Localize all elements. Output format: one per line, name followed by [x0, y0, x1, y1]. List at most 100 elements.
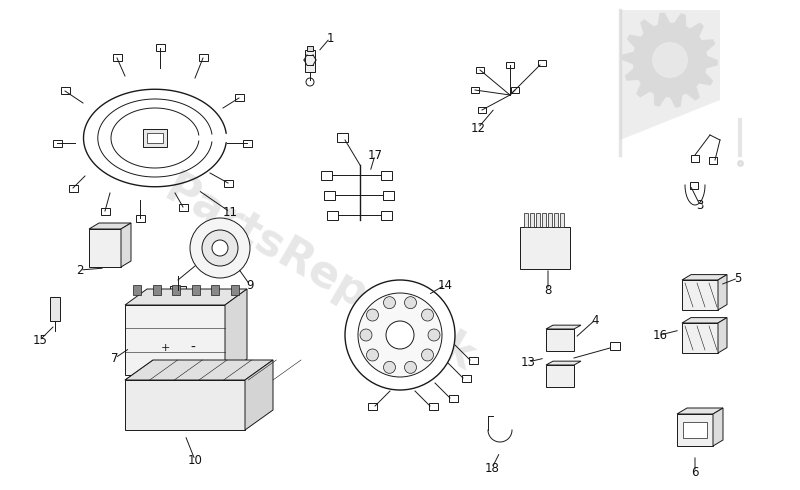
Bar: [382, 191, 394, 199]
Circle shape: [358, 293, 442, 377]
Polygon shape: [620, 10, 720, 140]
Text: 6: 6: [691, 466, 698, 479]
Circle shape: [386, 321, 414, 349]
Text: -: -: [190, 341, 195, 355]
Polygon shape: [622, 12, 718, 108]
Bar: [125, 380, 245, 430]
Bar: [536, 213, 540, 227]
Polygon shape: [245, 360, 273, 430]
Bar: [554, 213, 558, 227]
Circle shape: [422, 309, 434, 321]
Bar: [682, 323, 718, 353]
Bar: [321, 171, 331, 179]
Polygon shape: [546, 325, 581, 329]
Text: 8: 8: [544, 284, 552, 296]
Bar: [367, 402, 377, 410]
Bar: [125, 305, 225, 375]
Bar: [113, 54, 122, 62]
Bar: [677, 414, 713, 446]
Bar: [172, 285, 180, 295]
Bar: [305, 50, 315, 72]
Bar: [307, 46, 313, 51]
Bar: [101, 207, 110, 215]
Bar: [462, 374, 470, 382]
Bar: [89, 229, 121, 267]
Circle shape: [366, 309, 378, 321]
Circle shape: [190, 218, 250, 278]
Bar: [511, 87, 519, 93]
Bar: [147, 133, 163, 143]
Bar: [178, 203, 187, 211]
Polygon shape: [718, 318, 727, 353]
Circle shape: [405, 296, 417, 309]
Bar: [478, 107, 486, 113]
Bar: [524, 213, 528, 227]
Circle shape: [383, 296, 395, 309]
Circle shape: [652, 42, 688, 78]
Bar: [690, 181, 698, 189]
Bar: [691, 154, 699, 162]
Text: 15: 15: [33, 334, 47, 346]
Circle shape: [360, 329, 372, 341]
Bar: [242, 140, 251, 147]
Bar: [520, 227, 570, 269]
Bar: [223, 179, 233, 187]
Circle shape: [212, 240, 228, 256]
Text: 16: 16: [653, 328, 667, 342]
Bar: [381, 211, 391, 220]
Circle shape: [202, 230, 238, 266]
Text: 18: 18: [485, 462, 499, 474]
Bar: [449, 394, 458, 401]
Bar: [542, 213, 546, 227]
Polygon shape: [225, 289, 247, 375]
Text: 12: 12: [470, 122, 486, 134]
Bar: [69, 185, 78, 192]
Polygon shape: [121, 223, 131, 267]
Bar: [530, 213, 534, 227]
Text: 17: 17: [367, 148, 382, 162]
Bar: [53, 140, 62, 147]
Text: 1: 1: [326, 31, 334, 45]
Polygon shape: [682, 274, 727, 280]
Bar: [471, 87, 479, 93]
Text: 7: 7: [111, 351, 118, 365]
Bar: [143, 129, 167, 147]
Polygon shape: [125, 360, 273, 380]
Bar: [211, 285, 219, 295]
Bar: [546, 329, 574, 351]
Bar: [135, 215, 145, 221]
Polygon shape: [713, 408, 723, 446]
Circle shape: [422, 349, 434, 361]
Bar: [234, 95, 243, 101]
Circle shape: [366, 349, 378, 361]
Bar: [429, 402, 438, 410]
Bar: [50, 297, 60, 321]
Text: PartsRepublik: PartsRepublik: [157, 168, 483, 381]
Polygon shape: [125, 289, 247, 305]
Bar: [560, 213, 564, 227]
Text: 2: 2: [76, 264, 84, 276]
Polygon shape: [546, 361, 581, 365]
Bar: [506, 62, 514, 68]
Text: 5: 5: [734, 271, 742, 285]
Text: +: +: [160, 343, 170, 353]
Text: 3: 3: [696, 198, 704, 212]
Text: 10: 10: [187, 454, 202, 466]
Bar: [538, 60, 546, 66]
Polygon shape: [89, 223, 131, 229]
Bar: [155, 45, 165, 51]
Bar: [548, 213, 552, 227]
Bar: [323, 191, 334, 199]
Bar: [683, 422, 707, 438]
Bar: [546, 365, 574, 387]
Circle shape: [405, 361, 417, 373]
Bar: [709, 156, 717, 164]
Bar: [682, 280, 718, 310]
Text: 4: 4: [591, 314, 598, 326]
Bar: [231, 285, 239, 295]
Circle shape: [383, 361, 395, 373]
Text: 14: 14: [438, 278, 453, 292]
Bar: [133, 285, 141, 295]
Polygon shape: [718, 274, 727, 310]
Bar: [610, 342, 620, 350]
